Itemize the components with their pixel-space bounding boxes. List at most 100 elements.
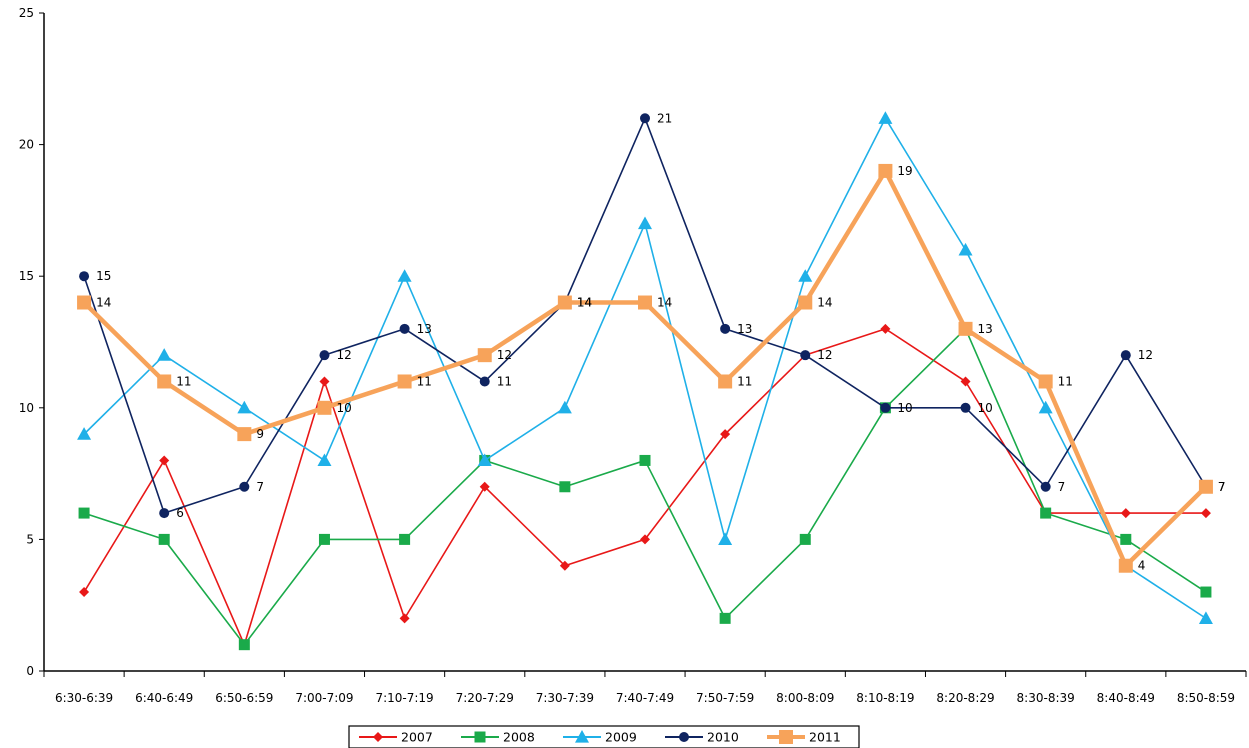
data-point [319, 350, 330, 361]
x-tick-label: 6:50-6:59 [215, 691, 273, 705]
data-point [1120, 350, 1131, 361]
data-labels-2011: 14 11 9 10 11 12 14 14 11 14 19 13 11 4 7 [96, 164, 1226, 573]
data-point [880, 402, 891, 413]
data-point [798, 295, 813, 310]
legend: 2007 2008 2009 2010 2011 [348, 725, 860, 748]
data-point [1198, 611, 1213, 624]
data-point [1040, 481, 1051, 492]
data-point [158, 533, 170, 545]
data-point [720, 429, 731, 440]
data-point [800, 350, 811, 361]
series-2009 [77, 111, 1213, 624]
data-point [77, 295, 92, 310]
data-point [399, 533, 411, 545]
data-point [237, 427, 252, 442]
y-tick-label: 25 [19, 6, 34, 20]
data-point [1200, 586, 1212, 598]
legend-item: 2007 [359, 730, 433, 745]
data-point [397, 269, 412, 282]
data-label: 11 [176, 374, 191, 388]
data-point [317, 400, 332, 415]
data-point [1120, 508, 1131, 519]
data-label: 19 [897, 164, 912, 178]
x-tick-label: 7:40-7:49 [616, 691, 674, 705]
data-point [318, 533, 330, 545]
data-point [960, 402, 971, 413]
x-axis: 6:30-6:39 6:40-6:49 6:50-6:59 7:00-7:09 7:10… [43, 671, 1247, 705]
legend-label: 2011 [809, 730, 841, 745]
data-label: 10 [978, 401, 993, 415]
data-point [798, 269, 813, 282]
data-label: 7 [1058, 480, 1066, 494]
data-point [1200, 508, 1211, 519]
data-point [958, 242, 973, 256]
legend-item: 2009 [563, 730, 637, 745]
data-label: 7 [256, 480, 264, 494]
data-point [575, 730, 589, 743]
data-point [639, 454, 651, 466]
y-tick-label: 15 [19, 269, 34, 283]
x-tick-label: 7:00-7:09 [295, 691, 353, 705]
data-labels-2010: 15 6 7 12 13 11 14 21 13 12 10 10 7 12 7 [96, 111, 1226, 520]
x-tick-label: 7:20-7:29 [456, 691, 514, 705]
data-point [960, 376, 971, 387]
data-point [559, 560, 570, 571]
data-point [78, 507, 90, 519]
legend-label: 2010 [707, 730, 739, 745]
data-label: 12 [497, 348, 512, 362]
data-point [477, 348, 492, 363]
data-label: 13 [737, 322, 752, 336]
data-point [238, 639, 250, 651]
data-label: 11 [737, 374, 752, 388]
data-label: 12 [817, 348, 832, 362]
data-label: 13 [417, 322, 432, 336]
data-point [157, 348, 172, 361]
data-point [317, 453, 332, 467]
data-point [779, 730, 793, 744]
data-label: 14 [577, 296, 592, 310]
data-point [239, 481, 250, 492]
y-tick-label: 20 [19, 138, 34, 152]
x-tick-label: 8:00-8:09 [776, 691, 834, 705]
x-tick-label: 8:30-8:39 [1017, 691, 1075, 705]
data-point [559, 481, 571, 493]
y-tick-label: 5 [26, 532, 34, 546]
data-point [397, 374, 412, 389]
data-point [319, 376, 330, 387]
data-point [880, 323, 891, 334]
data-point [1038, 400, 1053, 414]
data-label: 14 [817, 296, 832, 310]
data-point [1120, 533, 1132, 545]
data-point [1198, 479, 1213, 494]
y-tick-label: 0 [26, 664, 34, 678]
data-point [477, 453, 492, 467]
data-point [679, 732, 689, 742]
data-point [77, 427, 92, 440]
data-point [1118, 558, 1133, 573]
data-label: 12 [336, 348, 351, 362]
x-tick-label: 7:30-7:39 [536, 691, 594, 705]
data-label: 9 [256, 427, 264, 441]
data-point [1038, 374, 1053, 389]
x-tick-label: 7:10-7:19 [375, 691, 433, 705]
legend-item: 2010 [665, 730, 739, 745]
data-point [878, 163, 893, 178]
x-tick-label: 8:20-8:29 [936, 691, 994, 705]
data-label: 6 [176, 506, 184, 520]
data-label: 11 [497, 374, 512, 388]
data-point [79, 587, 90, 598]
data-label: 12 [1138, 348, 1153, 362]
data-point [958, 321, 973, 336]
data-label: 21 [657, 111, 672, 125]
data-point [237, 400, 252, 414]
series-2011 [77, 163, 1213, 573]
data-point [878, 111, 893, 124]
legend-label: 2009 [605, 730, 637, 745]
data-point [157, 374, 172, 389]
data-point [557, 295, 572, 310]
x-tick-label: 6:40-6:49 [135, 691, 193, 705]
x-tick-label: 8:40-8:49 [1097, 691, 1155, 705]
x-tick-label: 8:50-8:59 [1177, 691, 1235, 705]
